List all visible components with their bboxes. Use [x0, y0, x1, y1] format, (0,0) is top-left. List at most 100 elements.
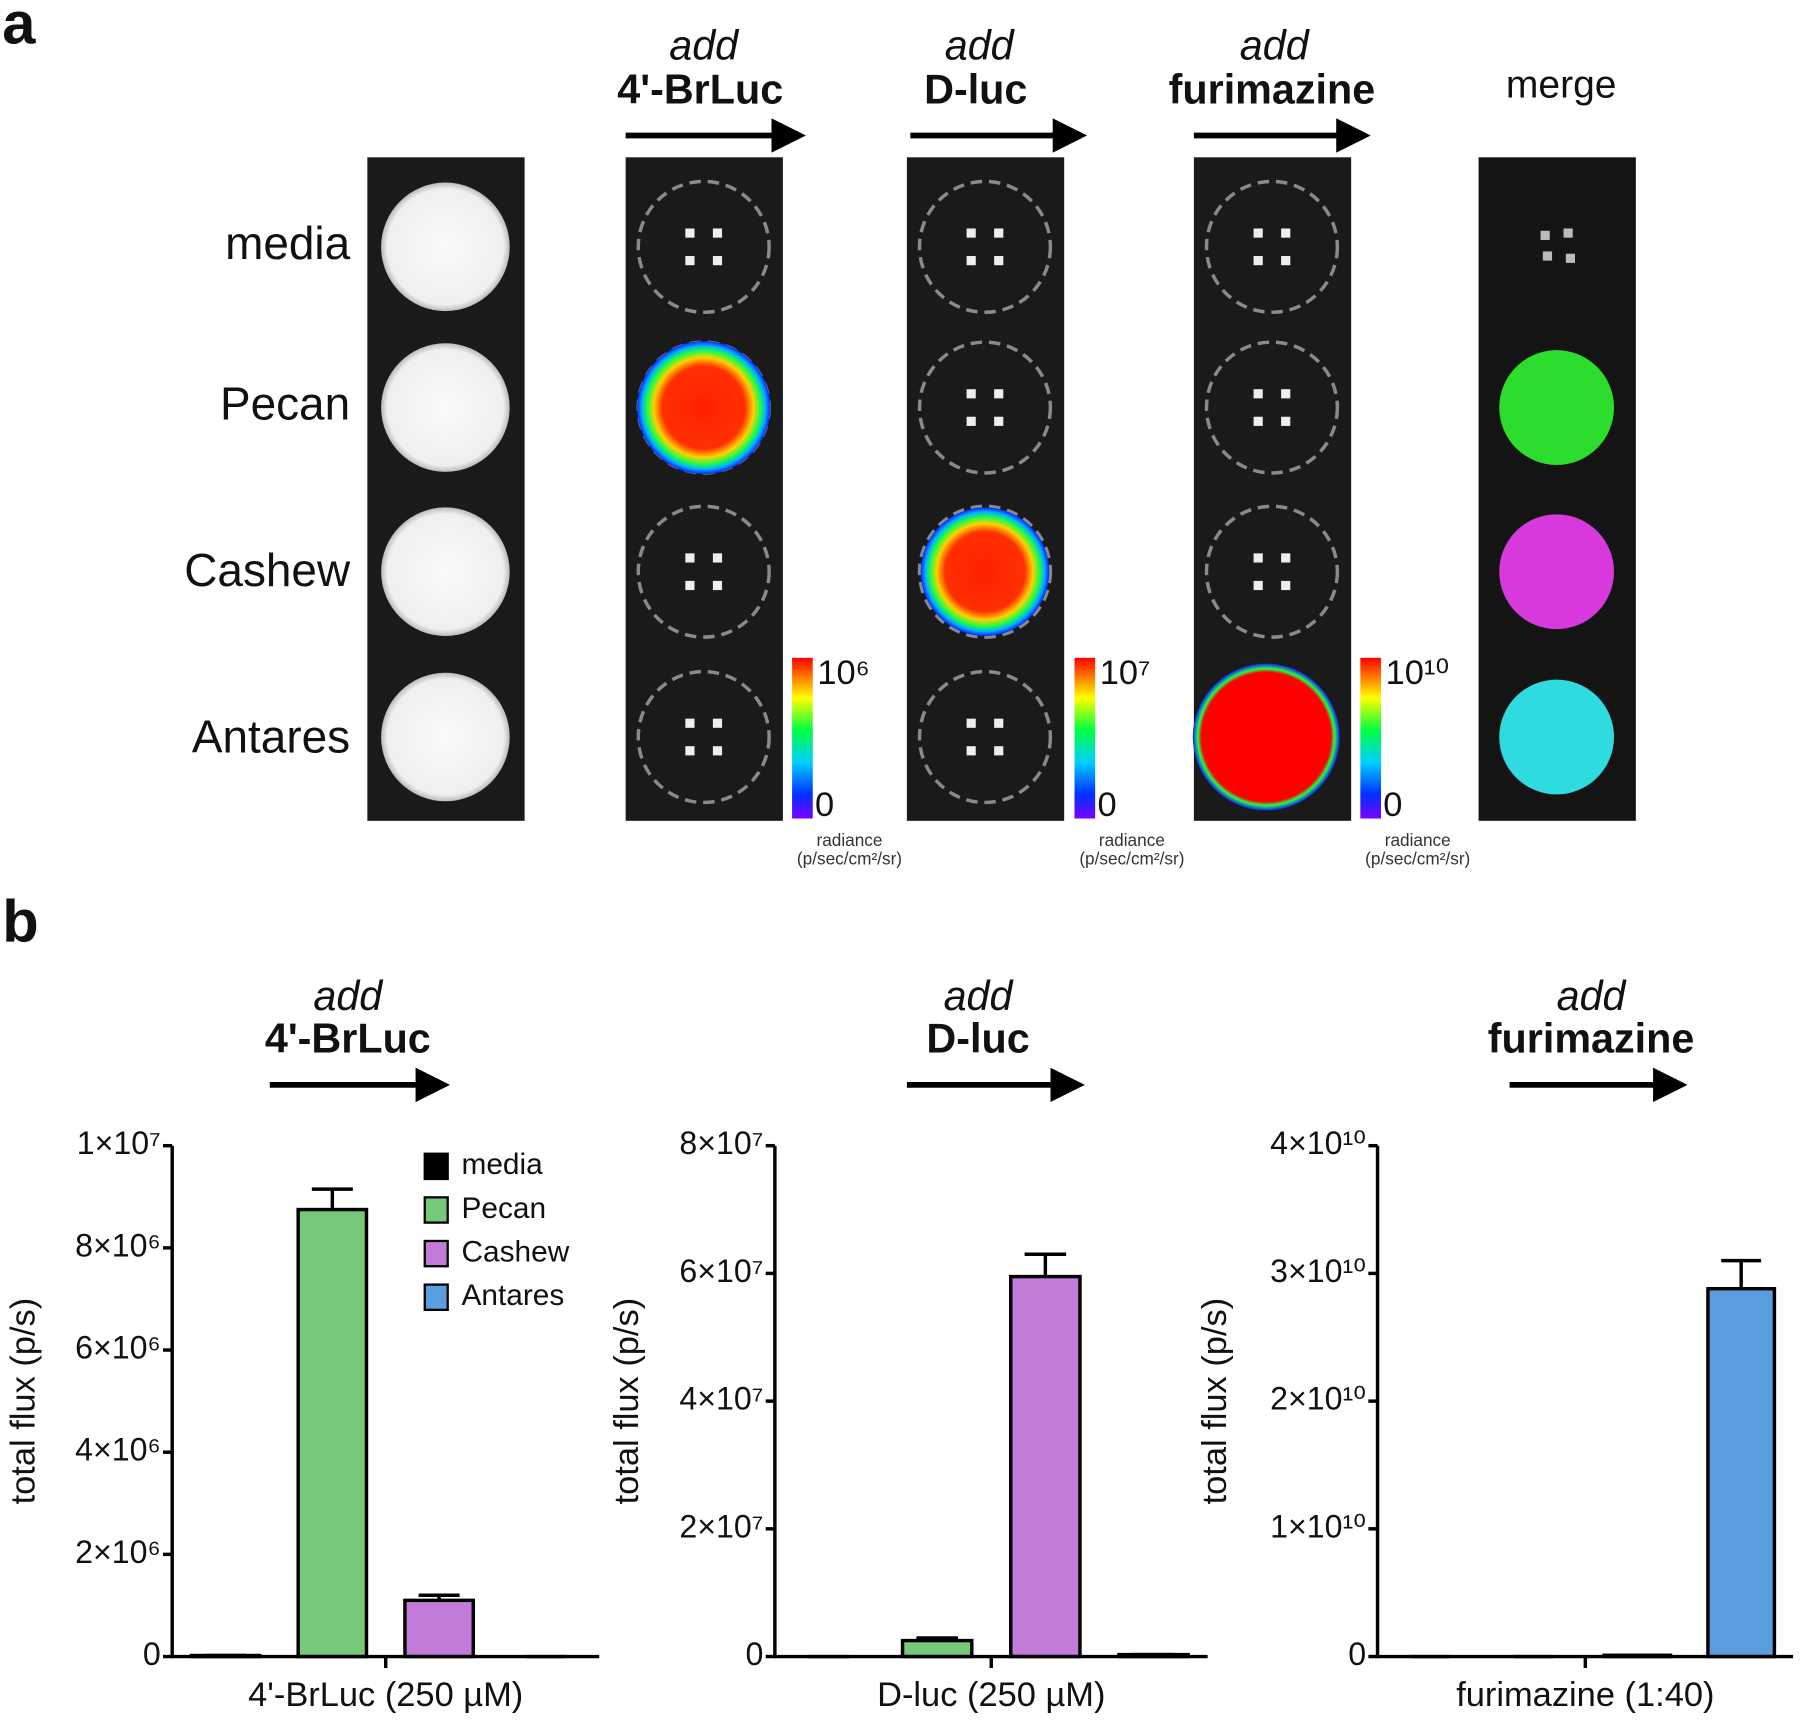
well-spot [685, 718, 695, 728]
colorbar-max: 10¹⁰ [1386, 654, 1450, 692]
well-outline [917, 340, 1053, 475]
image-strip [906, 157, 1065, 821]
y-axis-label: total flux (p/s) [1196, 1298, 1234, 1505]
x-axis-label: D-luc (250 µM) [877, 1676, 1105, 1714]
well-spot [1253, 389, 1263, 399]
well-signal [920, 507, 1050, 636]
well-outline [636, 179, 771, 314]
well-spot [1253, 553, 1263, 563]
column-annotation: add [1240, 23, 1311, 69]
annotation: furimazine [1488, 1016, 1695, 1062]
well-spot [994, 718, 1004, 728]
annotation: 4'-BrLuc [265, 1016, 431, 1062]
well-spot [994, 228, 1004, 238]
well-spot [1253, 228, 1263, 238]
error-bar [311, 1187, 353, 1210]
column-reagent: furimazine [1169, 66, 1376, 112]
y-tick-label: 6×10⁶ [75, 1330, 161, 1366]
annotation: D-luc [926, 1016, 1029, 1062]
colorbar [1074, 657, 1096, 819]
legend-label: Antares [461, 1279, 564, 1312]
well-spot [1253, 256, 1263, 266]
well-signal [1499, 514, 1615, 630]
bar [900, 1638, 974, 1659]
panel-label: b [2, 887, 38, 954]
well-spot [1281, 580, 1291, 591]
error-bar [1721, 1258, 1762, 1289]
bar [1706, 1287, 1777, 1659]
column-annotation: add [945, 23, 1016, 69]
well [381, 507, 510, 636]
well-spot [712, 718, 723, 728]
colorbar-units: (p/sec/cm²/sr) [1365, 848, 1470, 868]
legend-swatch [423, 1152, 449, 1181]
bar [296, 1207, 369, 1659]
legend-label: Cashew [461, 1235, 569, 1268]
well-spot [712, 746, 723, 756]
well-spot [966, 256, 976, 266]
y-tick-label: 4×10¹⁰ [1270, 1125, 1366, 1161]
legend-swatch [423, 1283, 449, 1311]
y-tick-label: 0 [746, 1636, 764, 1672]
error-bar [418, 1593, 460, 1601]
well [381, 343, 510, 472]
y-tick-label: 6×10⁷ [679, 1253, 763, 1289]
colorbar-max: 10⁶ [817, 654, 869, 692]
legend-label: media [461, 1148, 543, 1181]
x-axis-label: 4'-BrLuc (250 µM) [248, 1676, 523, 1714]
y-tick-label: 2×10¹⁰ [1270, 1381, 1366, 1417]
y-tick-label: 1×10⁷ [77, 1125, 161, 1161]
well-spot [712, 580, 723, 591]
colorbar-title: radiance [1385, 830, 1451, 850]
well-spot [1540, 230, 1550, 240]
colorbar-max: 10⁷ [1100, 654, 1151, 692]
colorbar-min: 0 [1383, 786, 1402, 824]
well-spot [685, 228, 695, 238]
well-spot [1281, 553, 1291, 563]
well-spot [1565, 253, 1575, 263]
well-outline [1204, 504, 1340, 639]
well-spot [966, 746, 976, 756]
y-tick-label: 0 [1348, 1636, 1366, 1672]
colorbar-title: radiance [816, 830, 882, 850]
column-reagent: 4'-BrLuc [617, 66, 783, 112]
well-outline [917, 669, 1053, 805]
well-spot [712, 256, 723, 266]
y-tick-label: 8×10⁶ [75, 1227, 161, 1263]
well-outline [917, 179, 1053, 314]
well-spot [712, 228, 723, 238]
legend-label: Pecan [461, 1192, 546, 1225]
colorbar-units: (p/sec/cm²/sr) [797, 848, 902, 868]
merge-label: merge [1506, 64, 1617, 107]
well-spot [1281, 228, 1291, 238]
well-spot [994, 746, 1004, 756]
well-outline [636, 504, 771, 639]
annotation: add [313, 973, 384, 1019]
y-axis-label: total flux (p/s) [4, 1298, 42, 1505]
well-spot [1281, 416, 1291, 426]
well-spot [1281, 389, 1291, 399]
well-spot [685, 553, 695, 563]
y-axis-label: total flux (p/s) [608, 1298, 646, 1505]
well-outline [917, 504, 1053, 639]
well-spot [712, 553, 723, 563]
colorbar-title: radiance [1099, 830, 1165, 850]
colorbar [1360, 657, 1381, 819]
well-signal [637, 340, 771, 475]
error-bar [916, 1636, 958, 1641]
well-spot [994, 389, 1004, 399]
well-spot [685, 580, 695, 591]
y-tick-label: 1×10¹⁰ [1270, 1508, 1366, 1544]
column-reagent: D-luc [924, 66, 1027, 112]
well-spot [1253, 416, 1263, 426]
well-signal [1192, 663, 1340, 811]
well [381, 182, 510, 312]
colorbar-min: 0 [815, 786, 834, 824]
row-label: media [225, 217, 351, 269]
well-spot [994, 416, 1004, 426]
well-spot [685, 256, 695, 266]
colorbar-min: 0 [1097, 786, 1116, 824]
well-images [367, 157, 1636, 821]
